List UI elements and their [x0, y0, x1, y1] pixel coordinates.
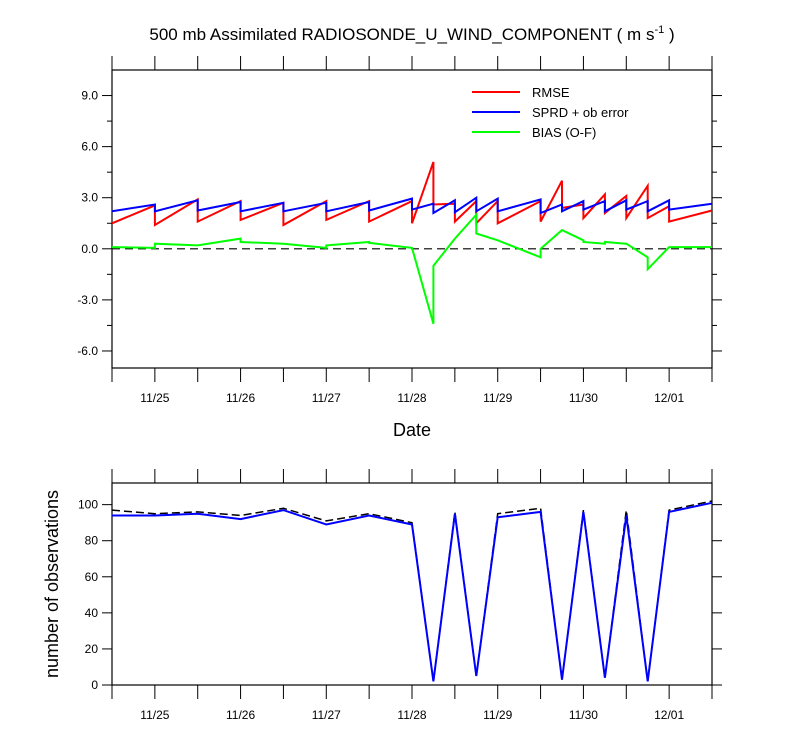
bottom-ytick-label: 0: [91, 678, 98, 692]
top-x-axis-label: Date: [393, 420, 431, 440]
bottom-xtick-label: 12/01: [654, 708, 684, 722]
bottom-ytick-label: 40: [85, 606, 99, 620]
top-ytick-label: 9.0: [81, 89, 98, 103]
bottom-xtick-label: 11/29: [483, 708, 512, 722]
bottom-xtick-label: 11/28: [397, 708, 426, 722]
legend-label-2: BIAS (O-F): [532, 125, 596, 140]
top-series-sprd-ob-error: [111, 195, 713, 215]
top-xtick-label: 11/28: [397, 391, 426, 405]
top-series-bias-o-f: [111, 212, 712, 324]
chart-title-main: 500 mb Assimilated RADIOSONDE_U_WIND_COM…: [149, 25, 654, 44]
top-series-rmse: [111, 161, 713, 227]
chart-title-superscript: -1: [654, 24, 664, 36]
bottom-ytick-label: 60: [85, 570, 99, 584]
top-xtick-label: 11/27: [312, 391, 341, 405]
bottom-xtick-label: 11/30: [569, 708, 598, 722]
bottom-xtick-label: 11/26: [226, 708, 255, 722]
bottom-xtick-label: 11/25: [140, 708, 169, 722]
top-ytick-label: -3.0: [77, 293, 98, 307]
bottom-ytick-label: 20: [85, 642, 99, 656]
top-ytick-label: 3.0: [81, 191, 98, 205]
chart-title: 500 mb Assimilated RADIOSONDE_U_WIND_COM…: [149, 24, 674, 44]
legend-label-0: RMSE: [532, 85, 570, 100]
top-ytick-label: -6.0: [77, 344, 98, 358]
top-xtick-label: 11/29: [483, 391, 512, 405]
top-ytick-label: 6.0: [81, 140, 98, 154]
chart-title-close: ): [664, 25, 674, 44]
top-xtick-label: 11/25: [140, 391, 169, 405]
bottom-ytick-label: 80: [85, 534, 99, 548]
bottom-y-axis-label: number of observations: [42, 490, 62, 678]
legend-label-1: SPRD + ob error: [532, 105, 629, 120]
top-xtick-label: 11/26: [226, 391, 255, 405]
bottom-series-observations-assimilated: [112, 501, 713, 682]
bottom-xtick-label: 11/27: [312, 708, 341, 722]
bottom-ytick-label: 100: [78, 498, 98, 512]
top-ytick-label: 0.0: [81, 242, 98, 256]
top-xtick-label: 11/30: [569, 391, 598, 405]
top-xtick-label: 12/01: [654, 391, 684, 405]
